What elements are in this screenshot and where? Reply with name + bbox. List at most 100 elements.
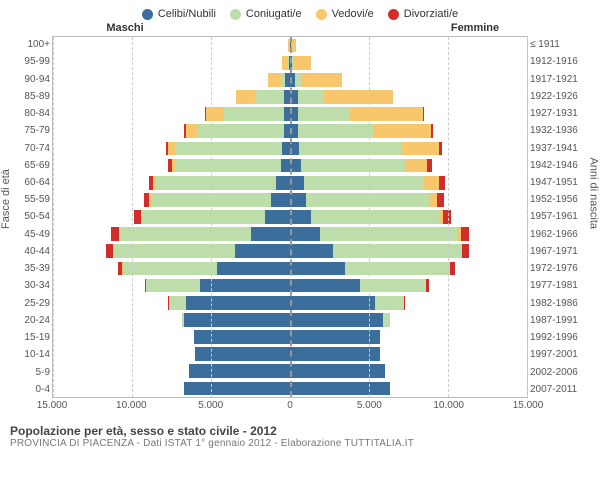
bar-female-seg [290,227,320,241]
bar-female-seg [427,159,432,173]
bar-female-seg [290,210,311,224]
bar-female-seg [290,382,390,396]
legend-swatch [316,9,327,20]
bar-male-seg [134,210,140,224]
x-tick-label: 15.000 [37,400,68,411]
birth-label: 1957-1961 [530,208,584,225]
legend-swatch [388,9,399,20]
age-label: 20-24 [18,312,50,329]
header-male: Maschi [10,22,300,34]
bar-male-seg [111,227,118,241]
birth-label: 1992-1996 [530,329,584,346]
bar-male-seg [235,244,290,258]
birth-label: 1977-1981 [530,277,584,294]
bar-female-seg [298,107,350,121]
age-label: 60-64 [18,174,50,191]
bar-female-seg [375,296,403,310]
bar-female-seg [374,124,431,138]
bar-male-seg [149,176,154,190]
bar-male-seg [282,142,290,156]
birth-label: 1942-1946 [530,157,584,174]
y-axis-label-right: Anni di nascita [588,157,600,229]
bar-female-seg [423,107,425,121]
legend-label: Celibi/Nubili [158,8,216,20]
y-axis-label-left: Fasce di età [0,169,12,229]
legend-item: Celibi/Nubili [142,8,216,20]
bar-female-seg [290,262,345,276]
bar-male-seg [118,262,122,276]
age-label: 30-34 [18,277,50,294]
bar-female-seg [301,73,342,87]
bar-female-seg [304,176,424,190]
bar-male-seg [281,73,286,87]
age-label: 45-49 [18,226,50,243]
bar-female-seg [383,313,389,327]
bar-female-seg [290,296,375,310]
age-label: 80-84 [18,105,50,122]
bar-female-seg [462,244,469,258]
bar-male-seg [119,227,250,241]
bar-female-seg [298,90,323,104]
legend-item: Coniugati/e [230,8,302,20]
bar-male-seg [149,193,151,207]
bar-female-seg [439,142,442,156]
bar-male-seg [168,142,174,156]
birth-label: ≤ 1911 [530,36,584,53]
legend-swatch [142,9,153,20]
age-label: 15-19 [18,329,50,346]
bar-male-seg [186,296,290,310]
birth-label: 2002-2006 [530,363,584,380]
bar-male-seg [168,159,171,173]
x-tick-label: 10.000 [433,400,464,411]
bar-female-seg [306,193,429,207]
bar-male-seg [276,176,290,190]
caption-title: Popolazione per età, sesso e stato civil… [10,424,590,438]
bar-male-seg [251,227,290,241]
bar-male-seg [146,279,200,293]
legend-label: Vedovi/e [332,8,374,20]
birth-label: 1972-1976 [530,260,584,277]
bar-female-seg [439,176,445,190]
bar-male-seg [197,124,284,138]
legend-item: Vedovi/e [316,8,374,20]
birth-label: 1937-1941 [530,139,584,156]
gridline [132,37,133,397]
age-label: 40-44 [18,243,50,260]
bar-female-seg [290,279,360,293]
bar-male-seg [255,90,283,104]
age-label: 0-4 [18,381,50,398]
bar-female-seg [350,107,423,121]
gender-headers: Maschi Femmine [10,22,590,34]
legend-label: Divorziati/e [404,8,458,20]
bar-male-seg [189,364,290,378]
age-label: 65-69 [18,157,50,174]
x-tick-label: 5.000 [198,400,223,411]
bar-female-seg [290,244,333,258]
birth-label: 1997-2001 [530,346,584,363]
age-label: 90-94 [18,70,50,87]
age-label: 55-59 [18,191,50,208]
age-label: 10-14 [18,346,50,363]
birth-label: 1927-1931 [530,105,584,122]
birth-label: 2007-2011 [530,381,584,398]
bar-female-seg [290,193,306,207]
x-tick-label: 10.000 [116,400,147,411]
plot-area [52,36,528,398]
bar-male-seg [268,73,281,87]
gridline [53,37,54,397]
age-labels: 100+95-9990-9485-8980-8475-7970-7465-696… [18,36,50,398]
birth-label: 1952-1956 [530,191,584,208]
age-label: 70-74 [18,139,50,156]
bar-male-seg [106,244,112,258]
bar-male-seg [194,330,290,344]
bar-female-seg [437,193,444,207]
birth-label: 1987-1991 [530,312,584,329]
bar-female-seg [293,56,310,70]
bar-female-seg [290,347,380,361]
bar-female-seg [290,364,385,378]
x-tick-label: 5.000 [357,400,382,411]
x-tick-label: 15.000 [513,400,544,411]
birth-label: 1912-1916 [530,53,584,70]
bar-male-seg [175,159,281,173]
age-label: 35-39 [18,260,50,277]
